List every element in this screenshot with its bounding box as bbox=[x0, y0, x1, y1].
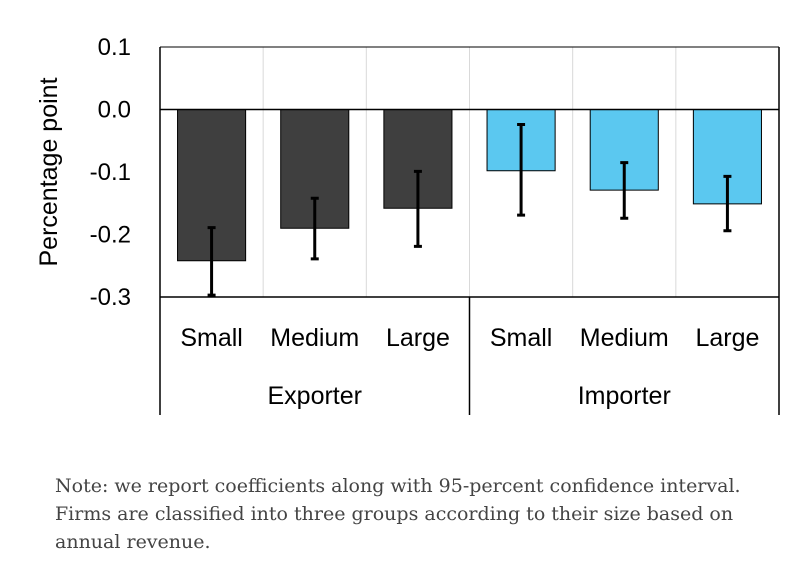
group-label: Importer bbox=[578, 382, 671, 410]
x-tick-label: Large bbox=[695, 324, 759, 352]
x-tick-label: Small bbox=[490, 324, 553, 352]
x-tick-label: Medium bbox=[270, 324, 359, 352]
axis-layer: 0.1 0.0 -0.1 -0.2 -0.3 Small Medium Large Small M… bbox=[90, 34, 780, 415]
bar-chart: Percentage point 0.1 0.0 -0.1 -0.2 -0.3 Small… bbox=[35, 34, 780, 415]
footnote: Note: we report coefficients along with … bbox=[55, 472, 785, 556]
footnote-line-1: Note: we report coefficients along with … bbox=[55, 475, 741, 497]
footnote-line-2: Firms are classified into three groups a… bbox=[55, 503, 734, 525]
y-tick-label: -0.2 bbox=[90, 222, 131, 249]
y-axis-label: Percentage point bbox=[35, 77, 63, 266]
y-tick-label: -0.1 bbox=[90, 159, 131, 186]
y-tick-label: 0.1 bbox=[98, 34, 131, 61]
group-label: Exporter bbox=[268, 382, 362, 410]
grid-layer bbox=[160, 47, 779, 297]
x-tick-label: Small bbox=[180, 324, 243, 352]
footnote-line-3: annual revenue. bbox=[55, 531, 211, 553]
bar-layer bbox=[177, 109, 762, 297]
x-tick-label: Medium bbox=[580, 324, 669, 352]
y-tick-label: 0.0 bbox=[98, 97, 131, 124]
y-tick-label: -0.3 bbox=[90, 284, 131, 311]
x-tick-label: Large bbox=[386, 324, 450, 352]
